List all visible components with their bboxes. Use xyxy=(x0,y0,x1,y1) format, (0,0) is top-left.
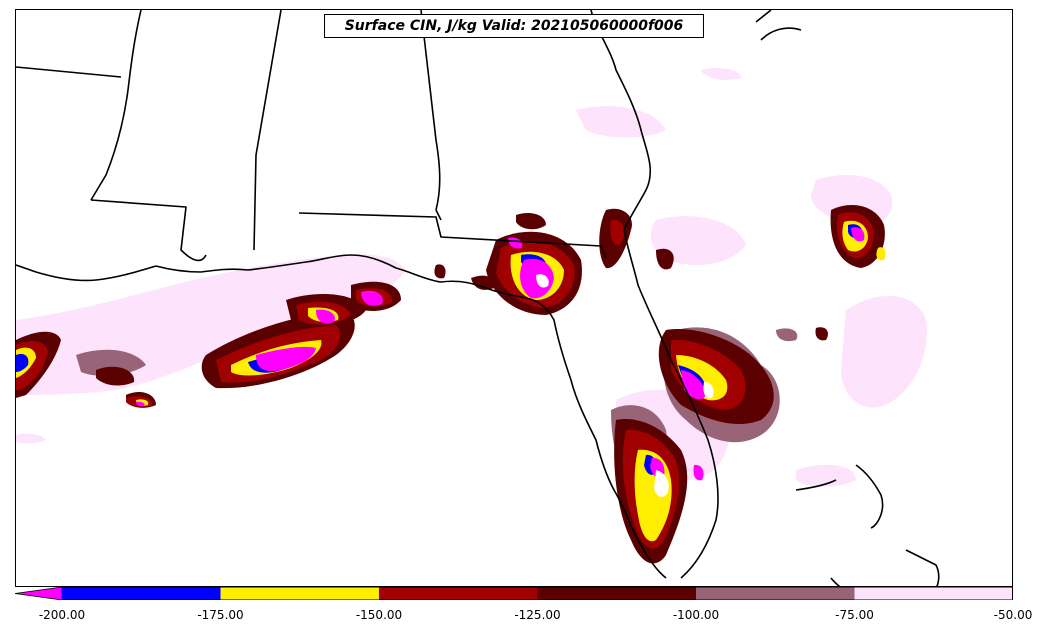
cin-map xyxy=(16,10,940,586)
cin-band-light-pink xyxy=(16,67,927,487)
colorbar-bin xyxy=(537,587,696,600)
colorbar-outline xyxy=(62,587,1013,600)
colorbar-tick-label: -150.00 xyxy=(355,608,403,622)
colorbar-tick-label: -50.00 xyxy=(993,608,1033,622)
colorbar-tick-label: -100.00 xyxy=(672,608,720,622)
colorbar-bin xyxy=(696,587,855,600)
colorbar-bin xyxy=(379,587,538,600)
colorbar-tick-label: -125.00 xyxy=(514,608,561,622)
map-panel xyxy=(15,9,1013,587)
colorbar-tick-label: -200.00 xyxy=(38,608,86,622)
colorbar-extend-triangle xyxy=(15,587,63,600)
state-boundaries xyxy=(16,10,940,586)
cin-holes xyxy=(536,274,714,497)
colorbar xyxy=(15,587,1013,600)
colorbar-tick-label: -75.00 xyxy=(835,608,874,622)
map-title: Surface CIN, J/kg Valid: 202105060000f00… xyxy=(324,14,704,38)
colorbar-bin xyxy=(220,587,379,600)
colorbar-bin xyxy=(62,587,221,600)
colorbar-bin xyxy=(854,587,1013,600)
cin-band-dark-red xyxy=(16,205,885,564)
colorbar-tick-label: -175.00 xyxy=(197,608,244,622)
